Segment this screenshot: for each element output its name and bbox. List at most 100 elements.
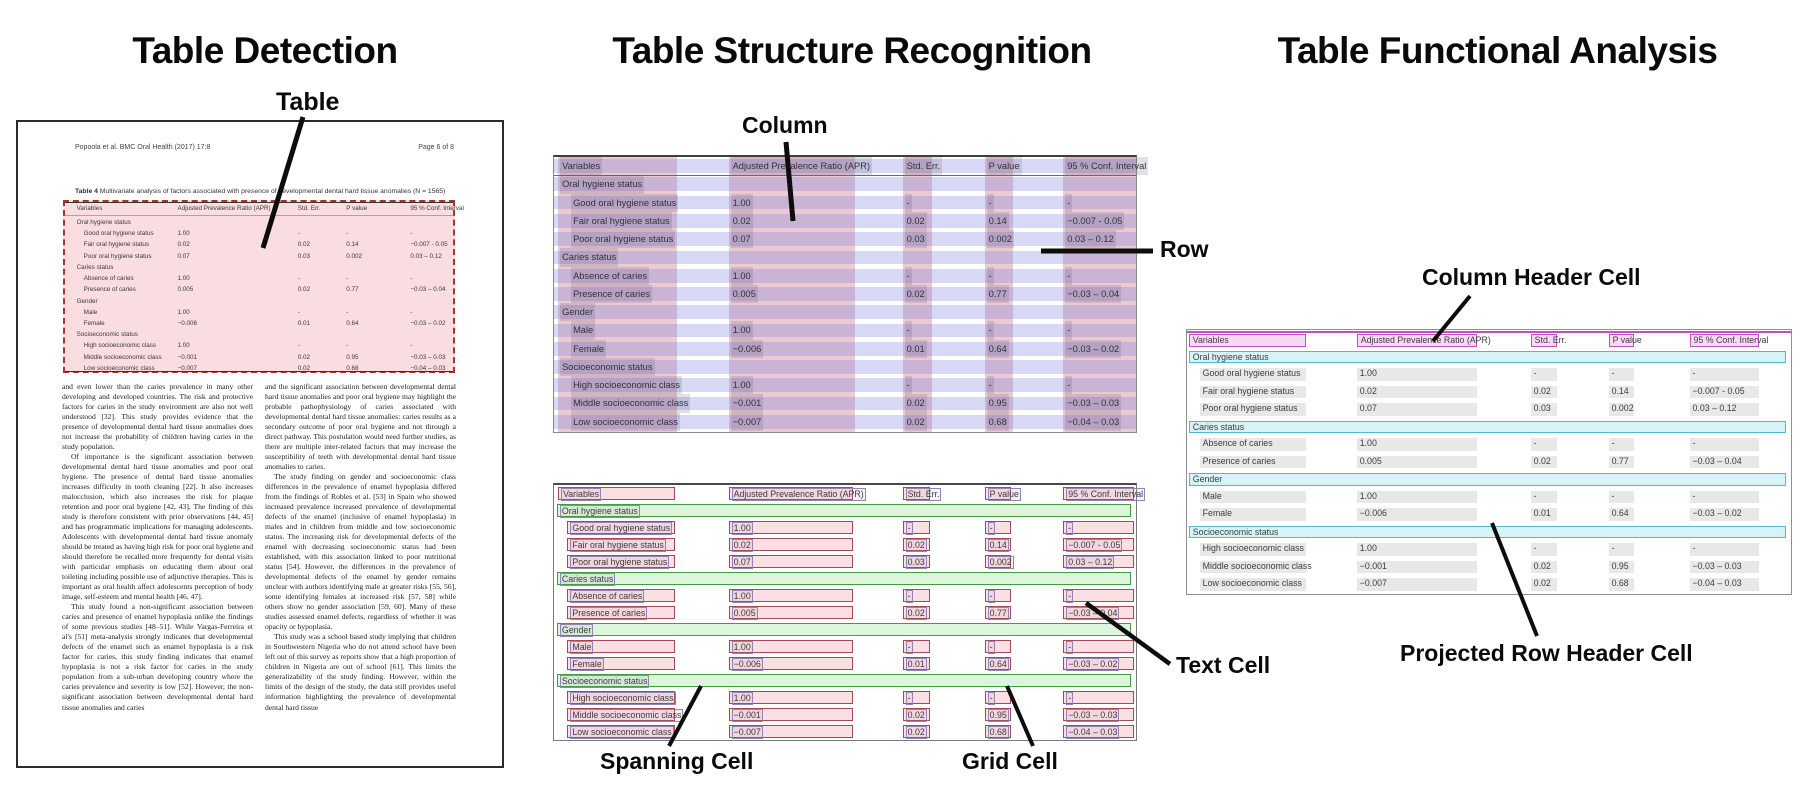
spanning-cell: Oral hygiene status	[556, 503, 1132, 518]
functional-row-label: Good oral hygiene status	[1199, 368, 1307, 381]
doc-header-cell: 95 % Conf. Interval	[410, 205, 464, 212]
grid-cell: 0.02	[902, 724, 930, 739]
grid-cell: 0.02	[902, 605, 930, 620]
grid-cell: −0.04 – 0.03	[1063, 724, 1134, 739]
label-text-cell: Text Cell	[1176, 652, 1271, 678]
text-cell: P value	[987, 488, 1021, 501]
column-overlay	[558, 157, 678, 432]
structure-row-label: Good oral hygiene status	[571, 193, 679, 212]
text-cell: Good oral hygiene status	[570, 522, 673, 535]
body-paragraph: This study found a non-significant assoc…	[62, 602, 253, 712]
grid-cell: Female	[567, 656, 676, 671]
grid-cell: 1.00	[728, 588, 853, 603]
column-header-grid-cell: 95 % Conf. Interval	[1063, 486, 1146, 501]
text-cell: 0.02	[905, 709, 927, 722]
label-row: Row	[1160, 236, 1209, 262]
structure-value-cell: 0.95	[986, 394, 1009, 413]
label-grid-cell: Grid Cell	[962, 748, 1058, 774]
grid-cell: -	[1063, 690, 1134, 705]
structure-value-cell: 1.00	[730, 321, 753, 340]
label-spanning-cell: Spanning Cell	[600, 748, 754, 774]
grid-cell: Presence of caries	[567, 605, 676, 620]
doc-value-cell: -	[297, 230, 300, 238]
structure-value-cell: 0.64	[986, 339, 1009, 358]
table-rule-bottom	[65, 371, 453, 372]
grid-cell: -	[1063, 520, 1134, 535]
doc-value-cell: 0.02	[297, 241, 311, 249]
doc-header-cell: Variables	[76, 205, 103, 212]
doc-row-label: Absence of caries	[83, 275, 134, 283]
doc-section-cell: Gender	[76, 297, 98, 305]
structure-rows-columns-table: Variables Adjusted Prevalence Ratio (APR)…	[553, 155, 1149, 433]
functional-value-cell: 0.77	[1608, 455, 1635, 469]
text-cell: −0.03 – 0.02	[1066, 658, 1120, 671]
text-cell: 1.00	[731, 522, 753, 535]
structure-value-cell: −0.03 – 0.03	[1065, 394, 1122, 413]
grid-cell: Male	[567, 639, 676, 654]
structure-value-cell: 0.02	[904, 211, 927, 231]
functional-row-label: Absence of caries	[1199, 438, 1307, 451]
doc-value-cell: 1.00	[177, 342, 190, 350]
grid-cell: Low socioeconomic class	[567, 724, 676, 739]
structure-value-cell: −0.04 – 0.03	[1065, 412, 1122, 431]
structure-value-cell: 1.00	[730, 266, 753, 285]
structure-value-cell: 0.02	[904, 412, 927, 431]
doc-value-cell: −0.03 – 0.02	[410, 319, 446, 327]
grid-cell: -	[984, 639, 1011, 654]
structure-value-cell: 0.002	[986, 230, 1014, 249]
functional-value-cell: -	[1689, 543, 1759, 556]
structure-value-cell: 0.02	[730, 211, 753, 231]
functional-row-label: Fair oral hygiene status	[1199, 385, 1307, 399]
text-cell: 95 % Conf. Interval	[1066, 488, 1146, 501]
doc-row-label: Low socioeconomic class	[83, 364, 155, 372]
grid-cell: 0.005	[728, 605, 853, 620]
functional-row-label: Female	[1199, 508, 1307, 521]
column-header-grid-cell: P value	[984, 486, 1021, 501]
doc-value-cell: -	[410, 230, 413, 238]
grid-cell: Fair oral hygiene status	[567, 537, 676, 552]
functional-value-cell: 0.02	[1530, 385, 1558, 399]
text-cell: Caries status	[559, 573, 616, 586]
functional-value-cell: -	[1689, 368, 1759, 381]
structure-value-cell: 0.14	[986, 211, 1009, 231]
structure-value-cell: -	[1065, 266, 1073, 285]
text-cell: −0.007	[731, 726, 763, 739]
doc-value-cell: −0.001	[177, 353, 197, 361]
body-paragraph: and the significant association between …	[265, 382, 456, 472]
row-overlay	[554, 232, 1136, 247]
functional-value-cell: 0.03	[1530, 403, 1558, 416]
grid-cell: 0.14	[984, 537, 1011, 552]
doc-value-cell: 0.02	[297, 364, 311, 372]
functional-value-cell: −0.03 – 0.02	[1689, 508, 1759, 521]
structure-value-cell: -	[986, 266, 994, 285]
doc-value-cell: 0.02	[177, 241, 190, 249]
functional-value-cell: 0.07	[1356, 403, 1477, 416]
structure-value-cell: -	[904, 266, 912, 285]
text-cell: 1.00	[731, 590, 753, 603]
text-cell: 0.01	[905, 658, 927, 671]
structure-section-cell: Caries status	[560, 248, 619, 267]
grid-cell: High socioeconomic class	[567, 690, 676, 705]
structure-value-cell: -	[904, 376, 912, 395]
structure-row-label: High socioeconomic class	[571, 376, 683, 395]
doc-value-cell: -	[346, 275, 349, 283]
document-page: Popoola et al. BMC Oral Health (2017) 17…	[16, 120, 504, 768]
structure-row-label: Middle socioeconomic class	[571, 394, 691, 413]
grid-cell: −0.007	[728, 724, 853, 739]
detected-table: Variables Adjusted Prevalence Ratio (APR)…	[63, 200, 464, 373]
grid-cell: -	[902, 588, 930, 603]
text-cell: Fair oral hygiene status	[570, 539, 666, 552]
text-cell: 1.00	[731, 692, 753, 705]
doc-value-cell: 1.00	[177, 308, 190, 316]
grid-cell: -	[984, 520, 1011, 535]
functional-value-cell: -	[1530, 490, 1558, 504]
grid-cell: -	[1063, 639, 1134, 654]
functional-value-cell: -	[1689, 490, 1759, 504]
header-underline	[554, 175, 1136, 177]
structure-value-cell: 0.01	[904, 339, 927, 358]
doc-value-cell: 1.00	[177, 230, 190, 238]
doc-value-cell: -	[346, 342, 349, 350]
text-cell: −0.001	[731, 709, 763, 722]
doc-section-cell: Socioeconomic status	[76, 331, 138, 339]
doc-value-cell: −0.007 - 0.05	[410, 241, 448, 249]
